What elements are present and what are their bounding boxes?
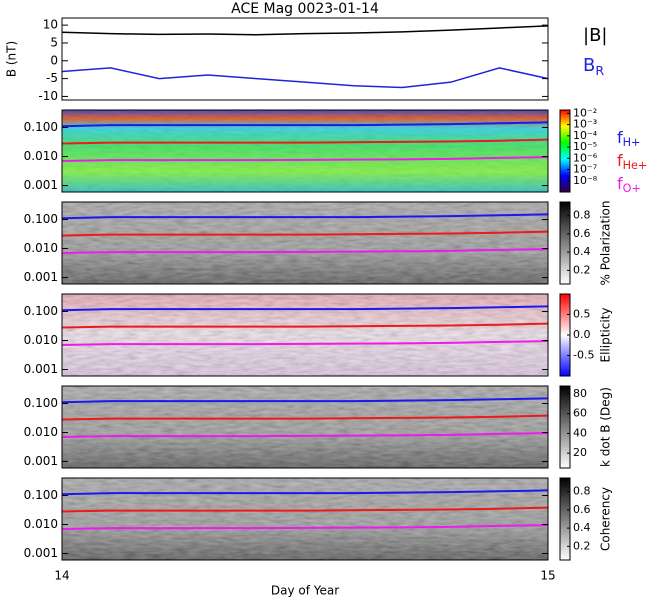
gyrofrequency-line: [61, 305, 549, 312]
colorbar-tick-label: 10⁻⁶: [573, 151, 598, 164]
legend-label: fH+: [617, 128, 640, 150]
y-tick-label: 0.100: [24, 396, 58, 410]
y-tick-label: 0.001: [24, 270, 58, 284]
colorbar-label: k dot B (Deg): [599, 387, 613, 467]
gyrofrequency-line: [61, 432, 549, 439]
colorbar-tick-label: 0.4: [573, 521, 591, 534]
gyrofrequency-line: [61, 322, 549, 329]
gyrofrequency-line: [61, 414, 549, 421]
colorbar-tick-label: 10⁻⁸: [573, 174, 598, 187]
y-tick-label: 0.100: [24, 488, 58, 502]
y-tick-label: 0: [50, 53, 58, 67]
legend-label: fHe+: [617, 151, 647, 173]
colorbar-tick-label: 10⁻³: [573, 118, 597, 131]
colorbar-tick-label: 10⁻⁵: [573, 140, 597, 153]
gyrofrequency-line: [61, 340, 549, 347]
colorbar-tick-label: -0.5: [573, 349, 594, 362]
gyrofrequency-line: [61, 230, 549, 237]
gyrofrequency-line: [61, 248, 549, 255]
spectrogram-texture: [62, 294, 548, 376]
y-tick-label: 0.010: [24, 425, 58, 439]
axes-frame: [61, 477, 549, 561]
x-tick-label: 14: [54, 569, 69, 583]
colorbar: [559, 201, 571, 285]
colorbar-tick-label: 20: [573, 446, 587, 459]
legend-label: fO+: [617, 174, 641, 196]
y-tick-label: 0.001: [24, 546, 58, 560]
axes-frame: [61, 17, 549, 101]
colorbar-tick-label: 60: [573, 407, 587, 420]
gyrofrequency-line: [61, 156, 549, 163]
gyrofrequency-line: [61, 489, 549, 496]
colorbar-tick-label: 0.4: [573, 245, 591, 258]
colorbar-label: Ellipticity: [599, 308, 613, 363]
legend-subscript: O+: [623, 182, 641, 195]
y-tick-label: 0.001: [24, 454, 58, 468]
axes-frame: [61, 201, 549, 285]
chart-title: ACE Mag 0023-01-14: [231, 1, 379, 17]
spectrogram-texture: [62, 202, 548, 284]
colorbar-tick-label: 0.0: [573, 328, 591, 341]
colorbar-tick-label: 10⁻⁷: [573, 163, 597, 176]
x-axis-label: Day of Year: [271, 584, 339, 598]
legend-name: |B|: [583, 25, 607, 46]
colorbar-tick-label: 0.2: [573, 263, 591, 276]
colorbar-tick-label: 10⁻⁴: [573, 129, 598, 142]
gyrofrequency-line: [61, 524, 549, 531]
colorbar: [559, 385, 571, 469]
colorbar-label: Coherency: [599, 487, 613, 551]
line: [61, 67, 549, 89]
y-tick-label: 0.001: [24, 362, 58, 376]
y-tick-label: 0.100: [24, 212, 58, 226]
spectrogram-texture: [62, 386, 548, 468]
gyrofrequency-line: [61, 506, 549, 513]
colorbar-tick-label: 0.2: [573, 539, 591, 552]
line: [61, 25, 549, 36]
spectrogram-texture: [62, 478, 548, 560]
colorbar-tick-label: 0.6: [573, 227, 591, 240]
gyrofrequency-line: [61, 397, 549, 404]
gyrofrequency-line: [61, 213, 549, 220]
legend-subscript: R: [595, 63, 604, 78]
legend-label: |B|: [583, 25, 607, 46]
y-tick-label: 0.010: [24, 333, 58, 347]
y-tick-label: 0.001: [24, 178, 58, 192]
legend-name: f: [617, 151, 623, 170]
colorbar-tick-label: 0.6: [573, 503, 591, 516]
colorbar-tick-label: 40: [573, 426, 587, 439]
spectrogram-texture: [62, 110, 548, 192]
legend-name: f: [617, 174, 623, 193]
y-tick-label: 0.010: [24, 149, 58, 163]
colorbar: [559, 109, 571, 193]
legend-subscript: He+: [623, 159, 648, 172]
y-tick-label: 0.100: [24, 304, 58, 318]
colorbar-tick-label: 80: [573, 387, 587, 400]
y-tick-label: 0.010: [24, 517, 58, 531]
y-tick-label: -5: [46, 71, 58, 85]
y-tick-label: 10: [43, 18, 58, 32]
gyrofrequency-line: [61, 121, 549, 128]
colorbar-tick-label: 10⁻²: [573, 106, 597, 119]
legend-name: B: [583, 55, 595, 76]
colorbar-tick-label: 0.8: [573, 209, 591, 222]
colorbar-label: % Polarization: [599, 201, 613, 286]
y-tick-label: 0.010: [24, 241, 58, 255]
axes-frame: [61, 293, 549, 377]
legend-label: BR: [583, 55, 604, 78]
y-axis-label: B (nT): [5, 41, 19, 77]
colorbar-tick-label: 0.8: [573, 485, 591, 498]
axes-frame: [61, 385, 549, 469]
legend-name: f: [617, 128, 623, 147]
y-tick-label: -10: [38, 89, 58, 103]
colorbar-tick-label: 0.5: [573, 308, 591, 321]
axes-frame: [61, 109, 549, 193]
x-tick-label: 15: [540, 569, 555, 583]
y-tick-label: 0.100: [24, 120, 58, 134]
gyrofrequency-line: [61, 138, 549, 145]
colorbar: [559, 477, 571, 561]
y-tick-label: 5: [50, 35, 58, 49]
legend-subscript: H+: [623, 136, 641, 149]
